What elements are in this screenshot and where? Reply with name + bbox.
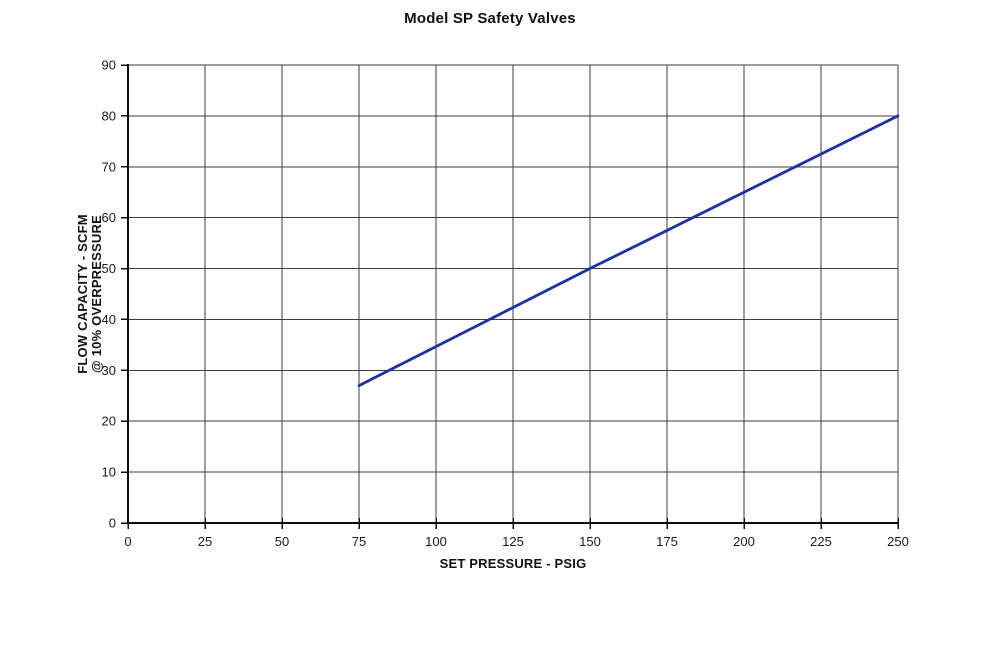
chart-title: Model SP Safety Valves bbox=[404, 10, 576, 27]
y-axis-title-line1: FLOW CAPACITY - SCFM bbox=[75, 214, 90, 374]
y-axis-title-line2: @ 10% OVERPRESSURE bbox=[89, 215, 104, 373]
y-tick-label: 70 bbox=[102, 159, 116, 174]
y-tick-label: 20 bbox=[102, 414, 116, 429]
y-tick-label: 30 bbox=[102, 363, 116, 378]
x-tick-label: 100 bbox=[425, 534, 447, 549]
y-axis-title: FLOW CAPACITY - SCFM @ 10% OVERPRESSURE bbox=[75, 214, 104, 374]
y-tick-label: 60 bbox=[102, 210, 116, 225]
x-tick-label: 25 bbox=[198, 534, 212, 549]
x-tick-label: 75 bbox=[352, 534, 366, 549]
y-tick-label: 90 bbox=[102, 58, 116, 73]
x-tick-label: 250 bbox=[887, 534, 909, 549]
y-tick-label: 10 bbox=[102, 465, 116, 480]
x-tick-label: 175 bbox=[656, 534, 678, 549]
x-tick-label: 225 bbox=[810, 534, 832, 549]
x-tick-label: 200 bbox=[733, 534, 755, 549]
y-tick-label: 50 bbox=[102, 261, 116, 276]
y-tick-label: 0 bbox=[109, 516, 116, 531]
series-line-flow-capacity-vs-set-pressure bbox=[357, 114, 900, 388]
y-tick-label: 80 bbox=[102, 108, 116, 123]
x-tick-label: 0 bbox=[124, 534, 131, 549]
x-tick-label: 125 bbox=[502, 534, 524, 549]
x-tick-label: 150 bbox=[579, 534, 601, 549]
x-axis-title: SET PRESSURE - PSIG bbox=[439, 556, 587, 571]
y-tick-label: 40 bbox=[102, 312, 116, 327]
x-tick-label: 50 bbox=[275, 534, 289, 549]
